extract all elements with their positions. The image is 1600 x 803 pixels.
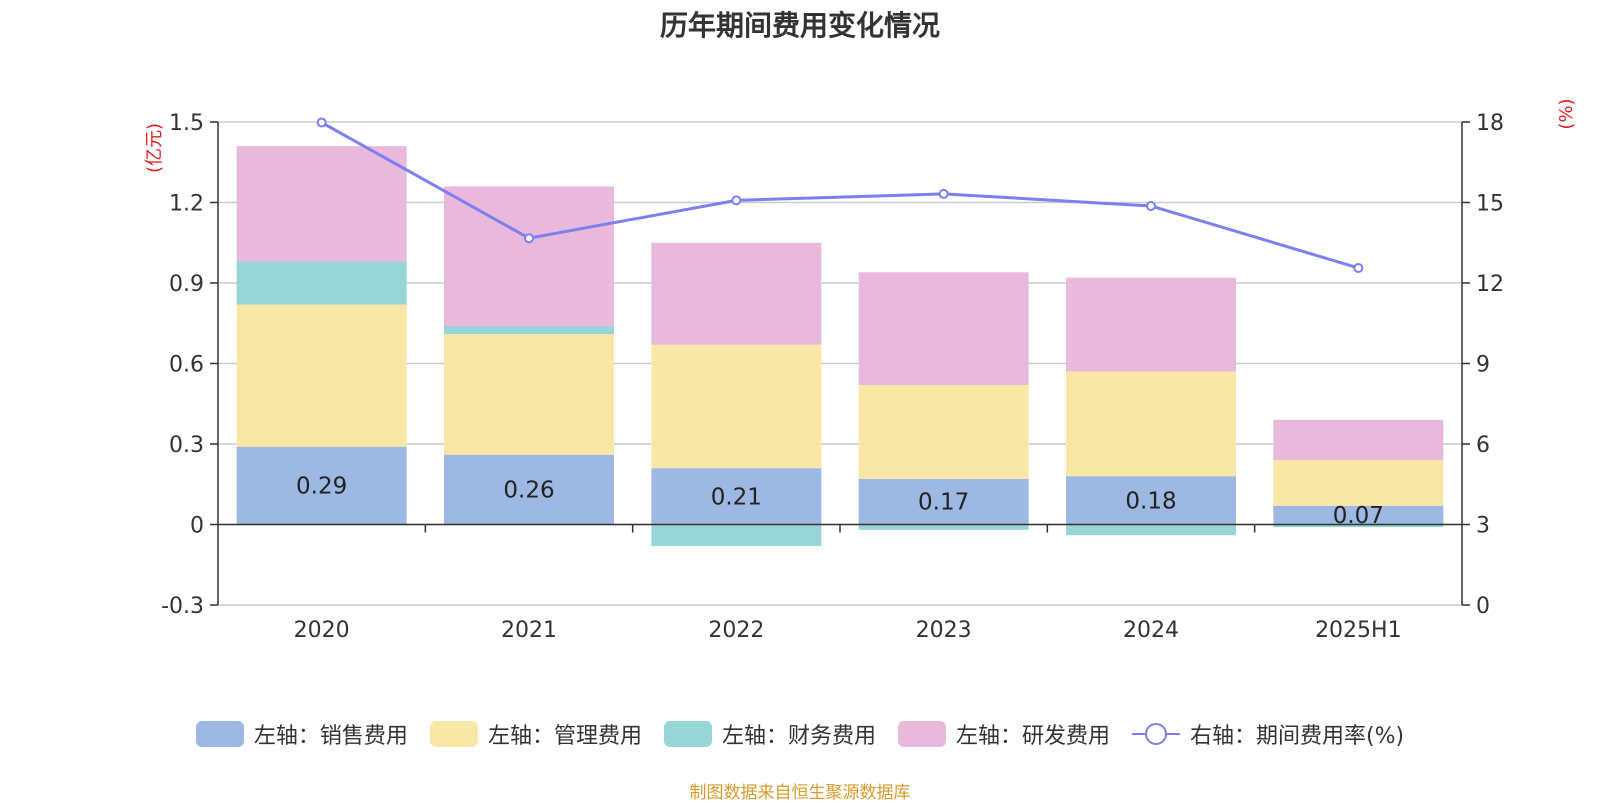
bar-2024-series-3 <box>1066 277 1236 372</box>
rate-point-2021 <box>524 233 534 244</box>
bar-data-label: 0.18 <box>1125 488 1176 514</box>
bar-2023-series-2 <box>858 524 1029 530</box>
bar-2024-series-0 <box>1066 476 1236 525</box>
bar-2020-series-3 <box>236 146 407 262</box>
x-tick-label-2024: 2024 <box>1123 618 1179 643</box>
y-left-tick-label: 0.3 <box>169 433 204 458</box>
legend-swatch-admin <box>429 721 478 747</box>
y-right-tick-label: 12 <box>1476 272 1504 297</box>
bar-2024-series-2 <box>1066 524 1236 536</box>
bar-2022-series-2 <box>651 524 822 546</box>
y-right-tick-label: 6 <box>1476 433 1490 458</box>
bar-2020-series-1 <box>236 304 407 447</box>
legend-item-rate[interactable]: 右轴：期间费用率(%) <box>1131 718 1405 750</box>
bar-2025H1-series-2 <box>1273 524 1444 528</box>
x-tick-label-2023: 2023 <box>916 618 972 643</box>
x-tick-label-2020: 2020 <box>294 618 350 643</box>
bar-2025H1-series-3 <box>1273 419 1444 461</box>
bar-2020-series-0 <box>236 446 407 525</box>
rate-point-2023 <box>938 188 949 199</box>
rate-point-2025H1 <box>1353 262 1364 273</box>
legend-item-rnd[interactable]: 左轴：研发费用 <box>897 718 1110 750</box>
bar-2021-series-1 <box>444 333 614 455</box>
chart-title: 历年期间费用变化情况 <box>659 9 940 42</box>
x-tick-label-2022: 2022 <box>708 618 764 643</box>
bar-2020-series-2 <box>236 261 407 305</box>
bar-2021-series-2 <box>444 325 614 334</box>
x-tick-label-2025H1: 2025H1 <box>1315 618 1402 643</box>
legend-label-rnd: 左轴：研发费用 <box>955 724 1110 749</box>
y-left-unit-label: (亿元) <box>144 123 165 173</box>
y-right-tick-label: 15 <box>1476 192 1504 217</box>
legend-line-marker-icon <box>1131 723 1180 745</box>
rate-point-2020 <box>316 117 327 128</box>
legend-item-sales[interactable]: 左轴：销售费用 <box>195 718 408 750</box>
legend-item-finance[interactable]: 左轴：财务费用 <box>663 718 876 750</box>
bar-2022-series-1 <box>651 344 822 469</box>
legend-label-finance: 左轴：财务费用 <box>721 724 876 749</box>
bar-data-label: 0.26 <box>503 478 554 504</box>
bar-data-label: 0.29 <box>296 474 347 500</box>
data-source-note: 制图数据来自恒生聚源数据库 <box>689 783 911 803</box>
bar-2022-series-3 <box>651 242 822 345</box>
bar-2023-series-0 <box>858 478 1029 525</box>
y-left-tick-label: 1.2 <box>169 192 204 217</box>
legend-swatch-rnd <box>897 721 946 747</box>
y-right-tick-label: 3 <box>1476 514 1490 539</box>
legend-swatch-finance <box>663 721 712 747</box>
rate-point-2024 <box>1146 200 1156 211</box>
y-right-unit-label: (%) <box>1556 98 1577 129</box>
chart-legend: 左轴：销售费用 左轴：管理费用 左轴：财务费用 左轴：研发费用 右轴：期间费用率… <box>0 718 1600 750</box>
y-right-tick-label: 18 <box>1476 111 1504 136</box>
bar-2021-series-3 <box>444 186 614 326</box>
legend-item-admin[interactable]: 左轴：管理费用 <box>429 718 642 750</box>
y-right-tick-label: 0 <box>1476 594 1490 619</box>
y-left-tick-label: 0 <box>190 514 204 539</box>
bar-2024-series-1 <box>1066 371 1236 477</box>
y-left-tick-label: 1.5 <box>169 111 204 136</box>
bar-2023-series-1 <box>858 384 1029 479</box>
bar-data-label: 0.17 <box>918 490 969 516</box>
y-left-tick-label: 0.6 <box>169 353 204 378</box>
legend-label-admin: 左轴：管理费用 <box>487 724 642 749</box>
bar-2022-series-0 <box>651 468 822 525</box>
rate-point-2022 <box>731 195 742 206</box>
y-left-tick-label: -0.3 <box>161 594 204 619</box>
x-tick-label-2021: 2021 <box>501 618 557 643</box>
bar-2023-series-3 <box>858 272 1029 385</box>
bar-data-label: 0.21 <box>711 484 762 510</box>
bar-2025H1-series-1 <box>1273 460 1444 506</box>
bar-2025H1-series-0 <box>1273 505 1444 525</box>
legend-label-sales: 左轴：销售费用 <box>253 724 408 749</box>
y-left-tick-label: 0.9 <box>169 272 204 297</box>
legend-label-rate: 右轴：期间费用率(%) <box>1189 724 1405 749</box>
rate-line <box>320 121 1359 270</box>
bar-2021-series-0 <box>444 454 614 525</box>
y-right-tick-label: 9 <box>1476 353 1490 378</box>
legend-swatch-sales <box>195 721 244 747</box>
